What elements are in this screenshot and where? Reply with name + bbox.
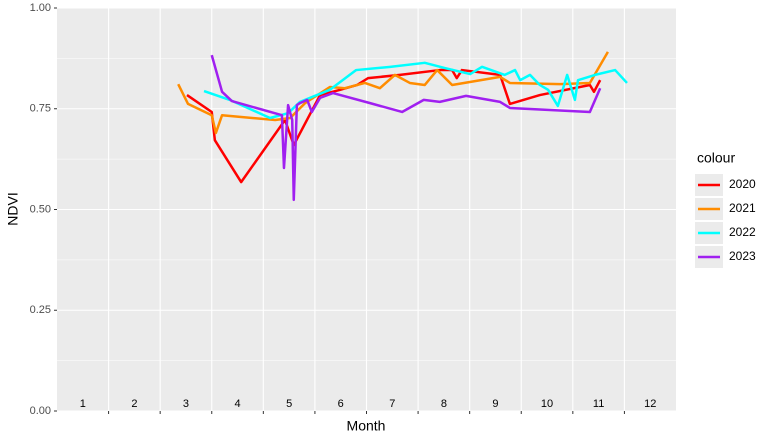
series-line [177,51,609,135]
month-label: 1 [80,398,86,410]
y-axis-title: NDVI [5,192,21,225]
month-label: 12 [644,398,656,410]
month-label: 8 [441,398,447,410]
month-label: 10 [541,398,553,410]
series-line [186,68,602,184]
month-label: 11 [593,398,604,410]
y-tick-label: 0.25 [30,304,51,316]
y-tick-label: 0.50 [30,203,51,215]
month-label: 2 [131,398,137,410]
legend-label: 2020 [729,177,756,191]
legend-title: colour [697,150,735,166]
series-line [210,54,602,202]
month-label: 7 [389,398,395,410]
legend-label: 2022 [729,225,756,239]
month-label: 9 [492,398,498,410]
month-label: 4 [234,398,240,410]
y-tick-label: 0.75 [30,103,51,115]
y-tick-label: 1.00 [30,2,51,14]
month-label: 3 [183,398,189,410]
legend-label: 2023 [729,249,756,263]
y-tick-label: 0.00 [30,405,51,417]
x-axis-title: Month [347,418,386,434]
month-label: 6 [338,398,344,410]
legend-label: 2021 [729,201,756,215]
month-label: 5 [286,398,292,410]
